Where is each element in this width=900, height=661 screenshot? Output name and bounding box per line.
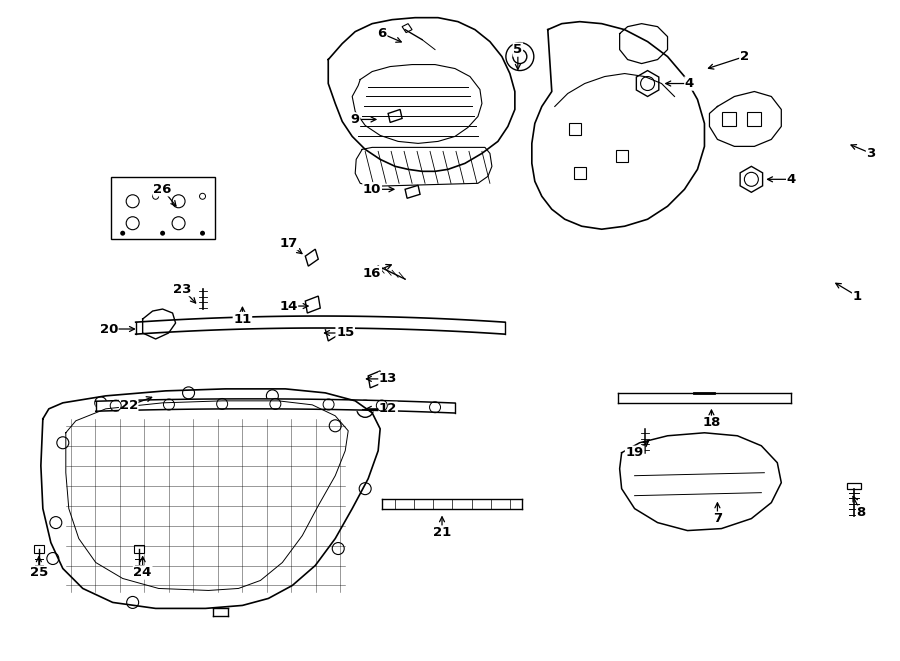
Text: 6: 6 <box>377 27 387 40</box>
Text: 8: 8 <box>857 506 866 519</box>
Text: 4: 4 <box>787 173 796 186</box>
Text: 25: 25 <box>30 566 48 579</box>
Bar <box>573 167 586 179</box>
Text: 23: 23 <box>174 283 192 295</box>
Text: 2: 2 <box>740 50 749 63</box>
Text: 10: 10 <box>363 183 382 196</box>
Text: 19: 19 <box>626 446 644 459</box>
Text: 3: 3 <box>867 147 876 160</box>
Text: 15: 15 <box>336 327 355 340</box>
Text: 5: 5 <box>513 43 522 56</box>
Polygon shape <box>847 483 861 488</box>
Text: 16: 16 <box>363 266 382 280</box>
Text: 13: 13 <box>379 372 397 385</box>
Text: 7: 7 <box>713 512 722 525</box>
Bar <box>616 151 627 163</box>
Text: 12: 12 <box>379 403 397 415</box>
Text: 18: 18 <box>702 416 721 429</box>
Text: 26: 26 <box>153 183 172 196</box>
Text: 4: 4 <box>685 77 694 90</box>
Text: 20: 20 <box>100 323 118 336</box>
Circle shape <box>121 231 125 236</box>
Text: 1: 1 <box>852 290 861 303</box>
Circle shape <box>160 231 165 236</box>
Text: 14: 14 <box>279 299 298 313</box>
Text: 22: 22 <box>120 399 138 412</box>
Text: 21: 21 <box>433 526 451 539</box>
Bar <box>569 124 580 136</box>
Text: 24: 24 <box>133 566 152 579</box>
Text: 9: 9 <box>351 113 360 126</box>
Text: 11: 11 <box>233 313 252 325</box>
Text: 17: 17 <box>279 237 298 250</box>
Bar <box>111 177 215 239</box>
Circle shape <box>200 231 205 236</box>
